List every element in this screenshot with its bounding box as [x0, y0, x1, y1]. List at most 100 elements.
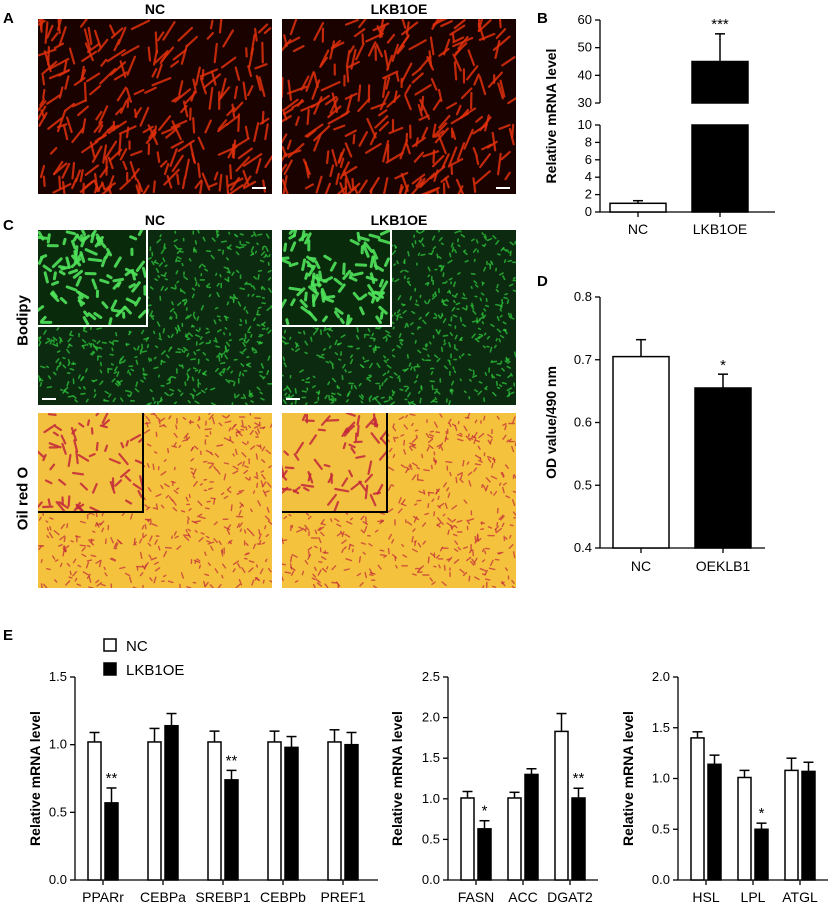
- chart-e2-bar-nc-fasn: [460, 797, 475, 881]
- chart-e2-ytick-label: 2.5: [422, 669, 440, 684]
- chart-d-xtick-label: OEKLB1: [696, 558, 751, 574]
- micrograph-c-bodipy-nc: [38, 230, 272, 405]
- micrograph-c-bodipy-lkb1oe: [282, 230, 516, 405]
- chart-e3-bar-nc-lpl: [737, 776, 752, 881]
- chart-d-od-value: 0.4 0.5 0.6 0.7 0.8 OD value/490 nm NC OEKLB1 *: [543, 289, 765, 574]
- chart-e2-xtick-label: ACC: [508, 889, 538, 905]
- chart-b-lower-ytick-label: 2: [585, 187, 592, 202]
- chart-d-ytick-label: 0.4: [574, 540, 592, 555]
- chart-e1-bar-nc-srebp1: [207, 741, 222, 881]
- chart-b-bar-nc: [609, 202, 667, 213]
- chart-d-ytick-label: 0.7: [574, 352, 592, 367]
- chart-e3-significance: *: [759, 805, 765, 822]
- chart-b-lower-ytick-label: 10: [578, 117, 592, 132]
- micrograph-a-nc: [38, 19, 272, 194]
- chart-e2-ylabel: Relative mRNA level: [389, 711, 405, 846]
- legend-swatch-lkb1oe: [103, 662, 117, 676]
- chart-e1-xtick-label: PPARr: [82, 889, 124, 905]
- chart-e1-bar-nc-pref1: [327, 741, 342, 881]
- chart-b-upper-ytick-label: 60: [578, 12, 592, 27]
- inset-bodipy-lkb1oe: [282, 230, 392, 328]
- chart-e3-xtick-label: LPL: [741, 889, 766, 905]
- chart-e3-bar-lkb1oe-lpl: [754, 828, 769, 881]
- panel-letter-c: C: [3, 217, 14, 234]
- chart-e1-ytick-label: 1.5: [49, 669, 67, 684]
- chart-b-lower-ytick-label: 4: [585, 169, 592, 184]
- chart-e1-bar-lkb1oe-srebp1: [224, 779, 239, 881]
- chart-e2-bar-lkb1oe-fasn: [477, 828, 492, 881]
- chart-d-ytick-label: 0.5: [574, 477, 592, 492]
- chart-e2-xtick-label: DGAT2: [547, 889, 593, 905]
- chart-d-bar-nc: [612, 355, 670, 549]
- chart-b-significance: ***: [711, 16, 729, 33]
- chart-e1-xtick-label: CEBPb: [260, 889, 306, 905]
- chart-d-ylabel: OD value/490 nm: [543, 366, 559, 479]
- chart-b-xtick-label: NC: [628, 221, 648, 237]
- legend-label-nc: NC: [126, 638, 148, 655]
- chart-e3-ytick-label: 2.0: [652, 669, 670, 684]
- chart-e3-ytick-label: 1.0: [652, 771, 670, 786]
- chart-d-significance: *: [720, 357, 726, 374]
- chart-e1-xtick-label: SREBP1: [195, 889, 250, 905]
- chart-d-xtick-label: NC: [631, 558, 651, 574]
- chart-e2-bar-nc-acc: [507, 797, 522, 881]
- chart-e1-ytick-label: 0.5: [49, 804, 67, 819]
- chart-e1-xtick-label: CEBPa: [140, 889, 186, 905]
- chart-e1-ytick-label: 1.0: [49, 737, 67, 752]
- chart-e3-bar-lkb1oe-hsl: [707, 763, 722, 881]
- chart-e1-bar-nc-cebpb: [267, 741, 282, 881]
- chart-e3-bar-lkb1oe-atgl: [801, 770, 816, 881]
- chart-b-lower-ytick-label: 6: [585, 152, 592, 167]
- legend-swatch-nc: [103, 638, 117, 652]
- chart-e3-bar-nc-atgl: [784, 769, 799, 881]
- chart-e3-ylabel: Relative mRNA level: [620, 711, 636, 846]
- chart-e1-ytick-label: 0.0: [49, 872, 67, 887]
- row-label-oil-red-o: Oil red O: [14, 466, 32, 531]
- chart-b-bar-lkb1oe-lower: [691, 124, 749, 213]
- chart-d-ytick-label: 0.8: [574, 289, 592, 304]
- legend-label-lkb1oe: LKB1OE: [126, 662, 184, 679]
- chart-e1-bar-lkb1oe-pparr: [104, 802, 119, 881]
- chart-e1-xtick-label: PREF1: [320, 889, 365, 905]
- chart-b-xtick-label: LKB1OE: [693, 221, 747, 237]
- panel-a-title-nc: NC: [144, 1, 166, 17]
- chart-e2-ytick-label: 1.0: [422, 791, 440, 806]
- panel-a-title-lkb1oe: LKB1OE: [370, 1, 428, 17]
- chart-e2-bar-nc-dgat2: [554, 730, 569, 881]
- chart-e2-ytick-label: 1.5: [422, 750, 440, 765]
- panel-c-title-nc: NC: [144, 212, 166, 228]
- chart-d-ytick-label: 0.6: [574, 415, 592, 430]
- chart-e2-significance: *: [482, 803, 488, 820]
- panel-c-title-lkb1oe: LKB1OE: [370, 212, 428, 228]
- chart-e1-ylabel: Relative mRNA level: [27, 711, 43, 846]
- panel-letter-a: A: [3, 10, 14, 27]
- chart-b-upper-ytick-label: 30: [578, 95, 592, 110]
- chart-b-upper-ytick-label: 50: [578, 40, 592, 55]
- chart-b-ylabel: Relative mRNA level: [543, 49, 559, 184]
- chart-e1-bar-lkb1oe-cebpb: [284, 746, 299, 881]
- chart-e2-ytick-label: 2.0: [422, 710, 440, 725]
- chart-e3-xtick-label: ATGL: [782, 889, 818, 905]
- chart-e3-bar-nc-hsl: [690, 737, 705, 881]
- panel-letter-e: E: [3, 627, 14, 644]
- chart-e1-bar-lkb1oe-cebpa: [164, 724, 179, 881]
- chart-b-lower-ytick-label: 0: [585, 204, 592, 219]
- chart-e3-ytick-label: 0.0: [652, 872, 670, 887]
- chart-e1-significance: **: [106, 770, 118, 787]
- chart-e2-ytick-label: 0.0: [422, 872, 440, 887]
- chart-d-bar-oeklb1: [694, 387, 752, 549]
- chart-e3-xtick-label: HSL: [692, 889, 719, 905]
- chart-e2-bar-lkb1oe-acc: [524, 773, 539, 881]
- chart-b-bar-lkb1oe-upper: [691, 60, 749, 104]
- micrograph-c-oilred-nc: [38, 413, 272, 588]
- chart-b-lower-ytick-label: 8: [585, 134, 592, 149]
- chart-e1-bar-nc-pparr: [87, 741, 102, 881]
- chart-e1-bar-lkb1oe-pref1: [344, 743, 359, 881]
- inset-oilred-lkb1oe: [282, 413, 390, 516]
- chart-b-mrna-broken-axis: 0 2 4 6 8 10 30 40 50 60 Relative mRNA level NC LKB1…: [543, 12, 775, 237]
- chart-e3-ytick-label: 0.5: [652, 821, 670, 836]
- micrograph-c-oilred-lkb1oe: [282, 413, 516, 588]
- inset-oilred-nc: [38, 413, 146, 516]
- chart-e2-ytick-label: 0.5: [422, 831, 440, 846]
